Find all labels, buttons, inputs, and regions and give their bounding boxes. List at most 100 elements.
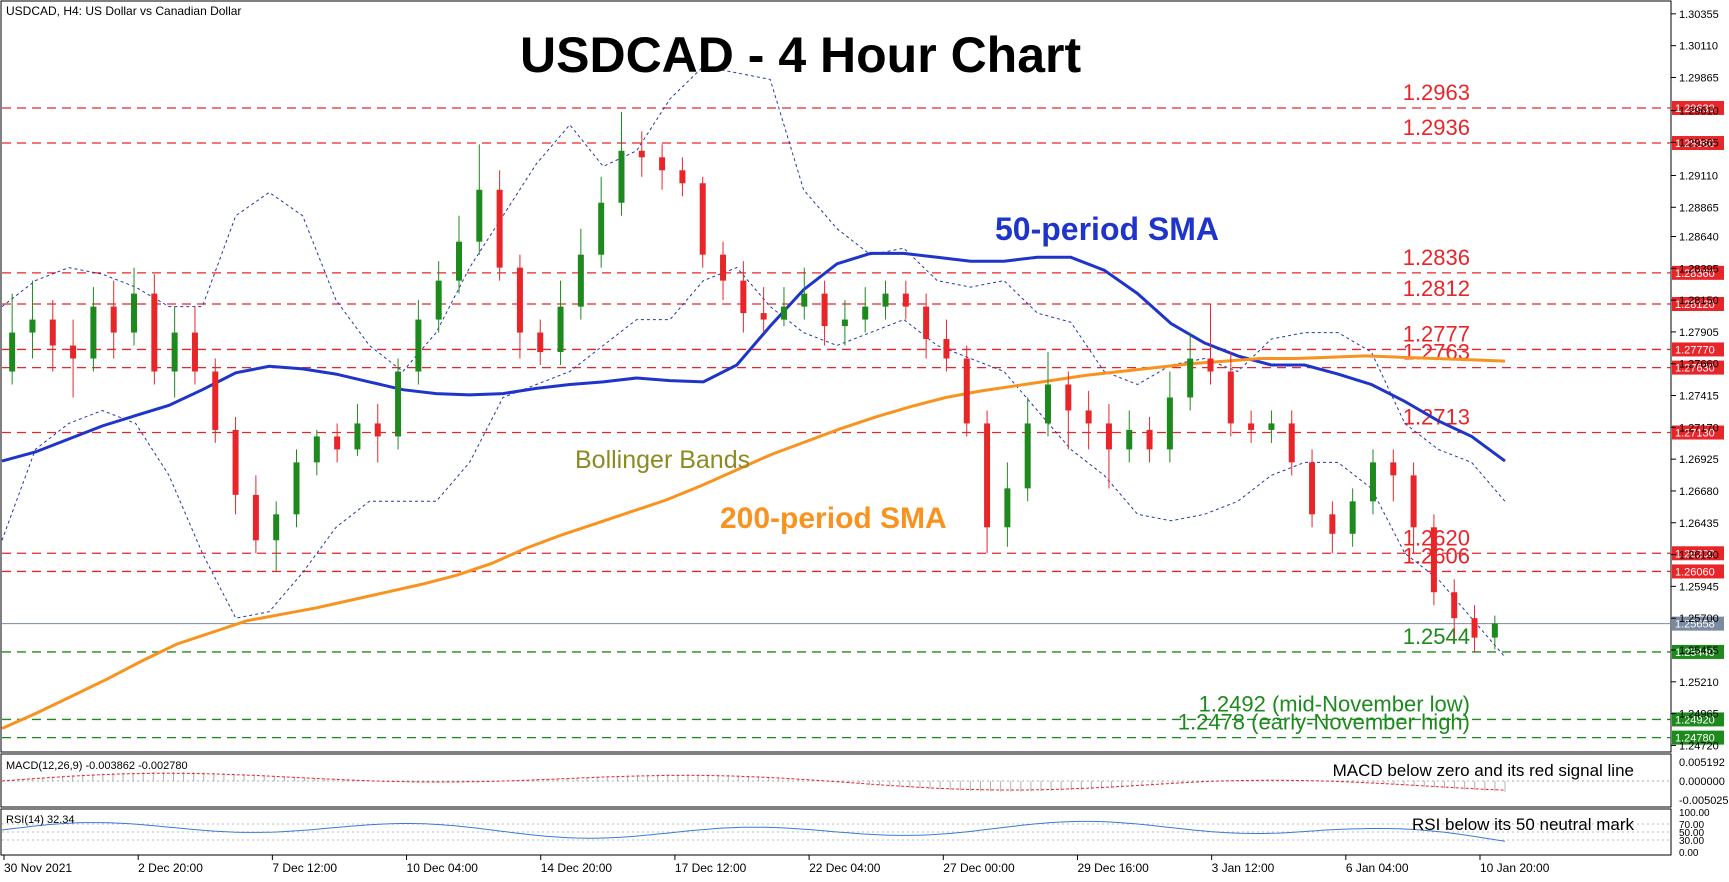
moving-averages (1, 251, 1506, 730)
level-price-box (1672, 100, 1724, 115)
level-price-box (1672, 564, 1724, 579)
price-tick-label: 1.25945 (1679, 581, 1719, 593)
price-tick-label: 1.28865 (1679, 202, 1719, 214)
main-pane-frame (0, 0, 1672, 753)
bollinger-lower-line (1, 267, 1506, 658)
bollinger-annotation: Bollinger Bands (575, 446, 750, 474)
candle-body (293, 462, 300, 515)
level-price-box-text: 1.24780 (1675, 733, 1715, 745)
time-tick-label: 10 Jan 20:00 (1480, 861, 1550, 875)
candle-body (902, 293, 909, 307)
level-price-box (1672, 136, 1724, 151)
candle-body (963, 358, 970, 424)
rsi-tick-label: 100.00 (1679, 808, 1710, 819)
level-price-box (1672, 546, 1724, 561)
price-tick-label: 1.27170 (1679, 422, 1719, 434)
candle-body (435, 280, 442, 320)
candle-body (1390, 462, 1397, 476)
price-tick-label: 1.26925 (1679, 454, 1719, 466)
candle-body (374, 423, 381, 437)
candle-body (1045, 384, 1052, 424)
rsi-pane-frame (0, 808, 1672, 856)
level-price-box (1672, 297, 1724, 311)
candle-body (395, 371, 402, 437)
price-tick-label: 1.26435 (1679, 518, 1719, 530)
level-price-box-text: 1.28360 (1675, 268, 1715, 280)
candle-body (476, 189, 483, 242)
price-tick-label: 1.28395 (1679, 263, 1719, 275)
candle-body (1248, 423, 1255, 430)
candle-body (110, 306, 117, 333)
level-label: 1.2812 (1403, 276, 1470, 301)
sma200-line (1, 354, 1506, 730)
price-tick-label: 1.28640 (1679, 231, 1719, 243)
candle-body (679, 170, 686, 184)
candle-body (1268, 423, 1275, 430)
macd-tick-label: 0.000000 (1679, 776, 1725, 788)
price-tick-label: 1.26680 (1679, 486, 1719, 498)
price-tick-label: 1.27660 (1679, 359, 1719, 371)
level-price-box-text: 1.29360 (1675, 138, 1715, 150)
candle-body (273, 514, 280, 541)
time-tick-label: 30 Nov 2021 (4, 861, 72, 875)
candle-body (1329, 514, 1336, 534)
level-price-box-text: 1.27770 (1675, 344, 1715, 356)
candle-body (252, 494, 259, 541)
candle-body (943, 339, 950, 359)
rsi-tick-label: 30.00 (1679, 836, 1704, 847)
candle-body (821, 293, 828, 327)
time-tick-label: 14 Dec 20:00 (541, 861, 613, 875)
candle-body (760, 313, 767, 320)
level-price-box-text: 1.29630 (1675, 103, 1715, 115)
price-tick-label: 1.25700 (1679, 613, 1719, 625)
symbol-header: USDCAD, H4: US Dollar vs Canadian Dollar (6, 4, 241, 18)
candle-body (191, 332, 198, 372)
time-tick-label: 22 Dec 04:00 (809, 861, 881, 875)
rsi-tick-label: 0.00 (1679, 848, 1699, 859)
candle-body (598, 202, 605, 255)
candle-body (29, 319, 36, 333)
price-axis: 1.30355 1.30110 1.29865 1.29610 1.29365 1.291… (1671, 9, 1719, 752)
price-tick-label: 1.29365 (1679, 137, 1719, 149)
candle-body (1024, 423, 1031, 489)
time-tick-label: 3 Jan 12:00 (1212, 861, 1275, 875)
candle-body (1491, 623, 1498, 638)
price-tick-label: 1.24720 (1679, 740, 1719, 752)
candle-body (70, 345, 77, 359)
candle-body (1288, 423, 1295, 463)
candle-body (801, 293, 808, 307)
level-price-box-text: 1.26060 (1675, 566, 1715, 578)
level-price-box-text: 1.27130 (1675, 428, 1715, 440)
time-tick-label: 10 Dec 04:00 (407, 861, 479, 875)
candle-body (334, 436, 341, 450)
candle-body (1105, 423, 1112, 450)
price-tick-label: 1.27415 (1679, 391, 1719, 403)
level-label: 1.2963 (1403, 80, 1470, 105)
candle-body (1471, 618, 1478, 638)
sma200-annotation: 200-period SMA (720, 502, 947, 535)
candle-body (1085, 410, 1092, 424)
candle-body (131, 293, 138, 333)
rsi-tick-label: 70.00 (1679, 820, 1704, 831)
candle-body (313, 436, 320, 463)
price-tick-label: 1.24965 (1679, 709, 1719, 721)
chart-title: USDCAD - 4 Hour Chart (520, 27, 1081, 83)
current-price-box (1672, 616, 1724, 631)
level-price-box-text: 1.24920 (1675, 714, 1715, 726)
candle-body (1430, 527, 1437, 593)
horizontal-levels: 1.29631.296301.29361.293601.28361.283601… (2, 80, 1724, 745)
macd-tick-label: 0.005192 (1679, 757, 1725, 769)
candle-body (659, 157, 666, 171)
candle-body (516, 267, 523, 333)
candle-body (354, 423, 361, 450)
macd-signal-line (1, 772, 1506, 791)
level-price-box (1672, 730, 1724, 745)
sma50-annotation: 50-period SMA (995, 211, 1219, 247)
macd-note: MACD below zero and its red signal line (1333, 761, 1634, 780)
candle-body (1451, 592, 1458, 619)
macd-indicator: 0.005192 0.000000 -0.005025 (1, 757, 1729, 807)
candle-body (557, 306, 564, 353)
level-label: 1.2492 (mid-November low) (1199, 691, 1470, 716)
